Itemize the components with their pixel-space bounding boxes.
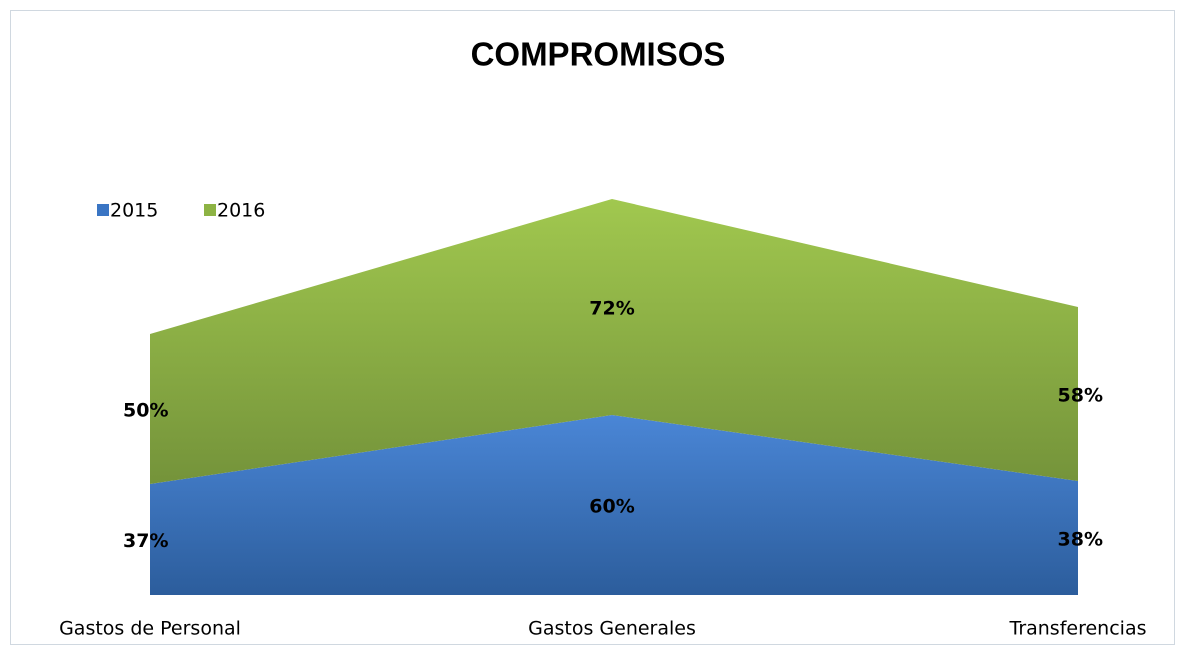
x-tick-label: Gastos Generales xyxy=(528,618,696,640)
area xyxy=(150,415,1078,595)
chart-title: COMPROMISOS xyxy=(471,36,726,73)
value-label: 50% xyxy=(123,400,168,422)
legend-label: 2015 xyxy=(110,200,158,222)
value-label: 72% xyxy=(589,298,634,320)
value-label: 37% xyxy=(123,530,168,552)
legend-label: 2016 xyxy=(217,200,265,222)
area xyxy=(150,199,1078,484)
value-label: 58% xyxy=(1058,385,1103,407)
x-tick-label: Transferencias xyxy=(1009,618,1147,640)
value-label: 38% xyxy=(1058,529,1103,551)
value-label: 60% xyxy=(589,496,634,518)
legend-swatch xyxy=(97,204,109,216)
legend-swatch xyxy=(204,204,216,216)
x-tick-label: Gastos de Personal xyxy=(59,618,241,640)
